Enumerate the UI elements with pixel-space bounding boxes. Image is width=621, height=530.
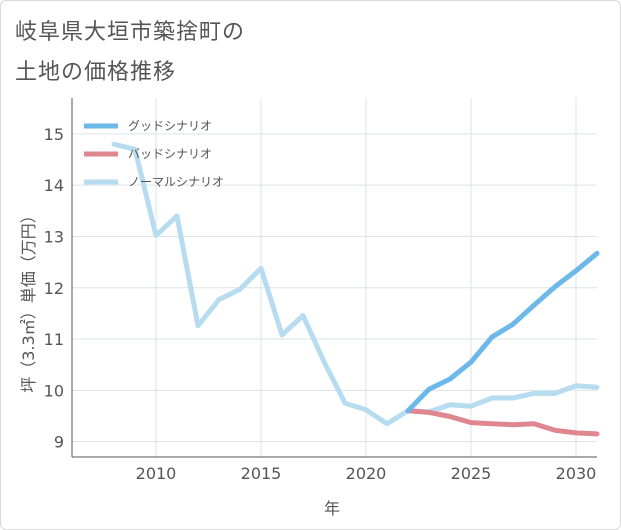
series-line-good (405, 250, 600, 414)
x-tick-label: 2025 (451, 464, 492, 483)
series-line-normal (111, 141, 600, 427)
legend-label: グッドシナリオ (128, 119, 212, 133)
legend-label: バッドシナリオ (128, 147, 212, 161)
y-tick-label: 11 (44, 330, 64, 349)
chart-title-line1: 岐阜県大垣市築捨町の (15, 20, 246, 45)
legend-label: ノーマルシナリオ (128, 175, 224, 189)
y-tick-label: 14 (44, 176, 64, 195)
x-tick-label: 2010 (136, 464, 177, 483)
y-tick-label: 10 (44, 381, 64, 400)
y-tick-label: 13 (44, 227, 64, 246)
y-tick-label: 9 (54, 433, 64, 452)
y-tick-label: 15 (44, 125, 64, 144)
chart-title-line2: 土地の価格推移 (15, 60, 177, 85)
series-line-bad (405, 408, 600, 437)
x-tick-label: 2015 (241, 464, 282, 483)
y-axis-label: 坪（3.3㎡）単価（万円） (19, 207, 38, 392)
x-axis-label: 年 (324, 499, 340, 518)
x-tick-label: 2030 (556, 464, 597, 483)
x-tick-label: 2020 (346, 464, 387, 483)
y-tick-label: 12 (44, 279, 64, 298)
